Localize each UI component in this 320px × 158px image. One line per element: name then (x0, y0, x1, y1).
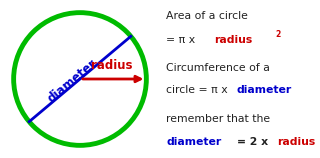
Text: circle = π x: circle = π x (166, 85, 232, 95)
Text: diameter: diameter (166, 137, 222, 147)
Text: Area of a circle: Area of a circle (166, 11, 248, 21)
Text: = π x: = π x (166, 35, 199, 45)
Text: 2: 2 (275, 30, 280, 39)
Text: radius: radius (277, 137, 315, 147)
Text: remember that the: remember that the (166, 114, 270, 124)
Text: radius: radius (91, 59, 132, 72)
Text: diameter: diameter (237, 85, 292, 95)
Text: = 2 x: = 2 x (237, 137, 272, 147)
Text: diameter: diameter (45, 56, 99, 105)
Text: Circumference of a: Circumference of a (166, 63, 270, 73)
Text: radius: radius (214, 35, 253, 45)
